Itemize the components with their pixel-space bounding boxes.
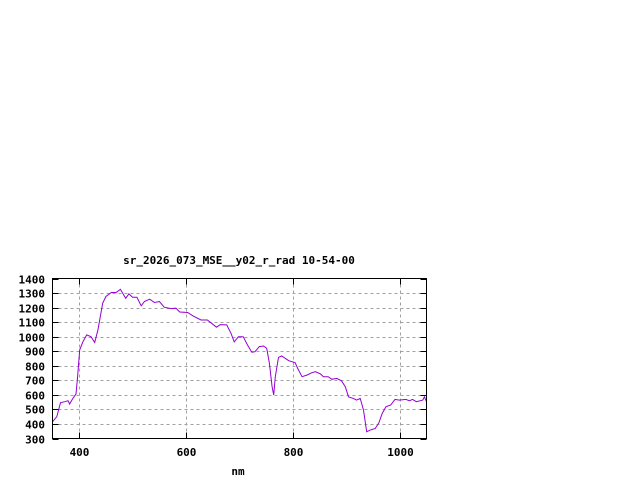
x-tick-label: 800	[284, 446, 304, 459]
y-tick-label: 400	[25, 419, 45, 432]
chart-title: sr_2026_073_MSE__y02_r_rad 10-54-00	[123, 254, 355, 267]
y-tick-label: 1300	[19, 288, 46, 301]
y-tick-label: 700	[25, 375, 45, 388]
plot-border	[52, 278, 427, 439]
x-tick-label: 1000	[387, 446, 414, 459]
y-tick-label: 1000	[19, 332, 46, 345]
y-tick-label: 1400	[19, 274, 46, 287]
y-tick-label: 1100	[19, 317, 46, 330]
y-tick-label: 600	[25, 390, 45, 403]
y-tick-label: 300	[25, 434, 45, 447]
series-line	[52, 288, 427, 433]
x-tick-label: 400	[70, 446, 90, 459]
y-tick-label: 900	[25, 346, 45, 359]
x-tick-label: 600	[177, 446, 197, 459]
grid	[52, 278, 427, 440]
x-axis-label: nm	[231, 465, 245, 478]
tick-labels: 3004005006007008009001000110012001300140…	[19, 274, 414, 460]
y-tick-label: 1200	[19, 303, 46, 316]
y-tick-label: 800	[25, 361, 45, 374]
y-tick-label: 500	[25, 404, 45, 417]
